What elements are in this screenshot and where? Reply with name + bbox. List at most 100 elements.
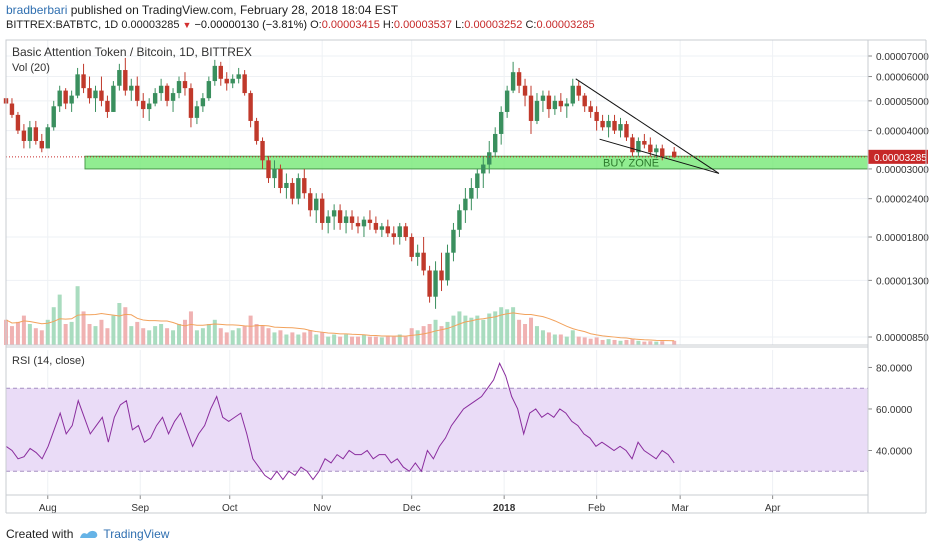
- volume-bar-5: [33, 328, 38, 345]
- volume-bar-46: [278, 330, 283, 345]
- open-label: O:: [310, 19, 322, 31]
- volume-bar-96: [576, 336, 581, 345]
- candle-body-33: [200, 98, 206, 107]
- price-tick-label-2: 0.00005000: [876, 97, 929, 108]
- symbol-label: BITTREX:BATBTC, 1D: [6, 19, 119, 31]
- candle-body-103: [618, 124, 623, 131]
- candle-body-5: [33, 127, 39, 141]
- publish-text: published on TradingView.com, February 2…: [70, 3, 399, 17]
- volume-bar-58: [350, 336, 355, 345]
- close-value: 0.00003285: [536, 19, 595, 31]
- volume-bar-44: [266, 328, 271, 345]
- candle-body-58: [349, 216, 355, 223]
- candle-body-88: [528, 95, 534, 121]
- volume-bar-106: [636, 340, 641, 345]
- candle-body-12: [75, 74, 80, 96]
- volume-bar-68: [409, 328, 414, 345]
- author-link[interactable]: bradberbari: [6, 3, 68, 17]
- price-tick-label-8: 0.00000850: [876, 333, 929, 344]
- volume-bar-28: [171, 330, 176, 345]
- candle-body-22: [135, 85, 140, 101]
- candle-body-83: [498, 111, 504, 134]
- volume-bar-6: [39, 330, 44, 345]
- candle-body-85: [510, 72, 516, 91]
- volume-bar-41: [248, 315, 253, 345]
- candle-body-8: [51, 106, 56, 128]
- volume-bar-55: [332, 334, 337, 345]
- candle-body-7: [45, 127, 50, 149]
- candle-body-89: [534, 100, 540, 121]
- volume-bar-100: [600, 339, 605, 345]
- volume-bar-64: [385, 335, 390, 345]
- volume-bar-18: [111, 315, 116, 345]
- candle-body-104: [624, 124, 629, 138]
- candle-body-47: [284, 182, 289, 188]
- high-value: 0.00003537: [393, 19, 453, 31]
- candle-body-111: [671, 151, 677, 157]
- volume-bar-98: [588, 338, 593, 345]
- price-tick-label-7: 0.00001300: [876, 276, 929, 287]
- volume-bar-45: [272, 332, 277, 345]
- volume-bar-3: [21, 315, 26, 345]
- volume-bar-107: [642, 341, 647, 345]
- created-with-text: Created with: [6, 527, 74, 541]
- volume-label: Vol (20): [12, 62, 50, 74]
- candle-body-66: [397, 226, 402, 238]
- candle-body-10: [63, 90, 68, 104]
- volume-bar-89: [534, 326, 539, 345]
- candle-body-37: [224, 78, 229, 84]
- volume-bar-48: [290, 332, 295, 345]
- volume-bar-1: [9, 326, 14, 345]
- candle-body-3: [21, 130, 27, 141]
- candle-body-100: [600, 120, 605, 128]
- candle-body-40: [242, 74, 247, 94]
- candle-body-92: [552, 100, 558, 110]
- volume-bar-9: [57, 294, 62, 345]
- volume-bar-108: [648, 341, 653, 345]
- candle-body-75: [451, 229, 456, 253]
- price-tick-label-3: 0.00004000: [876, 127, 929, 138]
- volume-bar-88: [529, 317, 534, 345]
- tradingview-logo-icon: [80, 530, 98, 538]
- buy-zone[interactable]: [84, 155, 869, 170]
- rsi-pane: 80.0000 60.0000 40.0000 RSI (14, close): [5, 355, 913, 481]
- candle-body-93: [558, 100, 564, 107]
- candle-body-18: [111, 85, 116, 112]
- volume-bar-70: [421, 326, 426, 345]
- candle-body-72: [433, 270, 438, 297]
- volume-bar-8: [51, 307, 56, 345]
- volume-bar-54: [326, 336, 331, 345]
- volume-bar-76: [457, 311, 462, 345]
- volume-bar-19: [117, 303, 122, 345]
- volume-bar-60: [361, 334, 366, 345]
- volume-bar-27: [165, 328, 170, 345]
- volume-bar-50: [302, 332, 307, 345]
- candles: [3, 57, 677, 309]
- volume-bar-16: [99, 319, 104, 345]
- price-tick-label-4: 0.00003000: [876, 165, 929, 176]
- candle-body-53: [319, 198, 325, 223]
- last-price-tag-text: 0.00003285: [874, 153, 927, 164]
- volume-bar-56: [338, 336, 343, 345]
- candle-body-46: [278, 168, 283, 188]
- volume-bar-63: [379, 337, 384, 345]
- volume-bar-2: [15, 321, 20, 345]
- volume-bar-92: [552, 334, 557, 345]
- volume-bar-62: [373, 336, 378, 345]
- volume-bar-80: [481, 319, 486, 345]
- candle-body-34: [206, 81, 212, 99]
- candle-body-78: [469, 187, 474, 199]
- candle-body-63: [379, 226, 385, 230]
- candle-body-14: [87, 88, 92, 99]
- volume-bar-32: [194, 330, 199, 345]
- candle-body-97: [582, 95, 587, 107]
- tradingview-link[interactable]: TradingView: [79, 527, 169, 541]
- candle-body-27: [164, 85, 170, 101]
- volume-bar-95: [570, 330, 575, 345]
- price-tick-label-5: 0.00002400: [876, 195, 929, 206]
- volume-bar-94: [564, 336, 569, 345]
- volume-bar-39: [236, 328, 241, 345]
- volume-bar-26: [159, 324, 164, 345]
- wedge-line-1: [599, 138, 720, 174]
